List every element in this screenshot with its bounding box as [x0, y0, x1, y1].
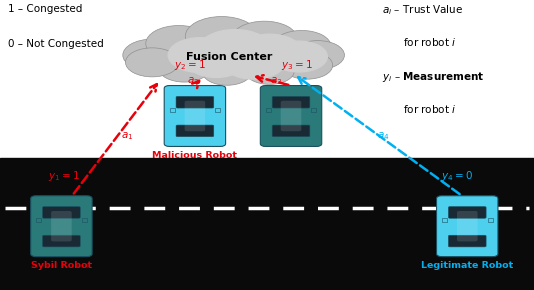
FancyBboxPatch shape	[176, 125, 214, 137]
FancyBboxPatch shape	[176, 96, 214, 108]
Circle shape	[272, 30, 331, 62]
Circle shape	[185, 17, 258, 56]
Text: $y_i$ – $\bf{Measurement}$: $y_i$ – $\bf{Measurement}$	[382, 70, 484, 84]
Bar	[442, 218, 447, 222]
Bar	[488, 218, 492, 222]
Text: $y_3 = 1$: $y_3 = 1$	[280, 59, 312, 72]
FancyBboxPatch shape	[457, 211, 477, 241]
FancyBboxPatch shape	[281, 101, 301, 131]
FancyBboxPatch shape	[164, 86, 225, 146]
Circle shape	[123, 39, 182, 71]
Circle shape	[223, 46, 285, 79]
Circle shape	[159, 54, 210, 82]
Text: Malicious Robot: Malicious Robot	[152, 151, 238, 160]
Circle shape	[125, 48, 179, 77]
Bar	[266, 108, 271, 112]
Bar	[311, 108, 316, 112]
Text: $a_4$: $a_4$	[377, 130, 389, 142]
FancyBboxPatch shape	[437, 196, 498, 257]
Circle shape	[199, 30, 271, 69]
FancyBboxPatch shape	[272, 96, 310, 108]
Circle shape	[187, 46, 246, 77]
Circle shape	[238, 34, 302, 69]
Bar	[170, 108, 175, 112]
Text: $y_1 = 1$: $y_1 = 1$	[48, 169, 80, 183]
Bar	[82, 218, 87, 222]
Text: Legitimate Robot: Legitimate Robot	[421, 261, 513, 270]
Text: $a_3$: $a_3$	[270, 75, 282, 87]
FancyBboxPatch shape	[43, 206, 80, 218]
Text: Fusion Center: Fusion Center	[186, 52, 273, 61]
Circle shape	[281, 51, 333, 79]
Text: 0 – Not Congested: 0 – Not Congested	[8, 39, 104, 49]
Text: Sybil Robot: Sybil Robot	[31, 261, 92, 270]
FancyBboxPatch shape	[449, 206, 486, 218]
Text: 1 – Congested: 1 – Congested	[8, 4, 82, 14]
Circle shape	[245, 58, 294, 84]
FancyBboxPatch shape	[51, 211, 72, 241]
FancyBboxPatch shape	[449, 235, 486, 247]
Bar	[36, 218, 41, 222]
Text: for robot $i$: for robot $i$	[403, 103, 457, 115]
Text: $y_2 = 1$: $y_2 = 1$	[174, 59, 206, 72]
Circle shape	[146, 26, 212, 61]
FancyBboxPatch shape	[261, 86, 321, 146]
Bar	[0, 158, 534, 290]
Circle shape	[202, 59, 252, 85]
Circle shape	[231, 21, 297, 57]
Circle shape	[168, 38, 232, 72]
Bar	[215, 108, 220, 112]
Text: $a_1$: $a_1$	[121, 130, 133, 142]
FancyBboxPatch shape	[43, 235, 80, 247]
Circle shape	[271, 41, 327, 72]
Text: $a_2$: $a_2$	[187, 75, 200, 87]
Text: $a_i$ – Trust Value: $a_i$ – Trust Value	[382, 3, 463, 17]
Text: for robot $i$: for robot $i$	[403, 36, 457, 48]
FancyBboxPatch shape	[31, 196, 92, 257]
Text: $y_4 = 0$: $y_4 = 0$	[441, 169, 473, 183]
FancyBboxPatch shape	[185, 101, 205, 131]
Circle shape	[291, 41, 344, 70]
FancyBboxPatch shape	[272, 125, 310, 137]
